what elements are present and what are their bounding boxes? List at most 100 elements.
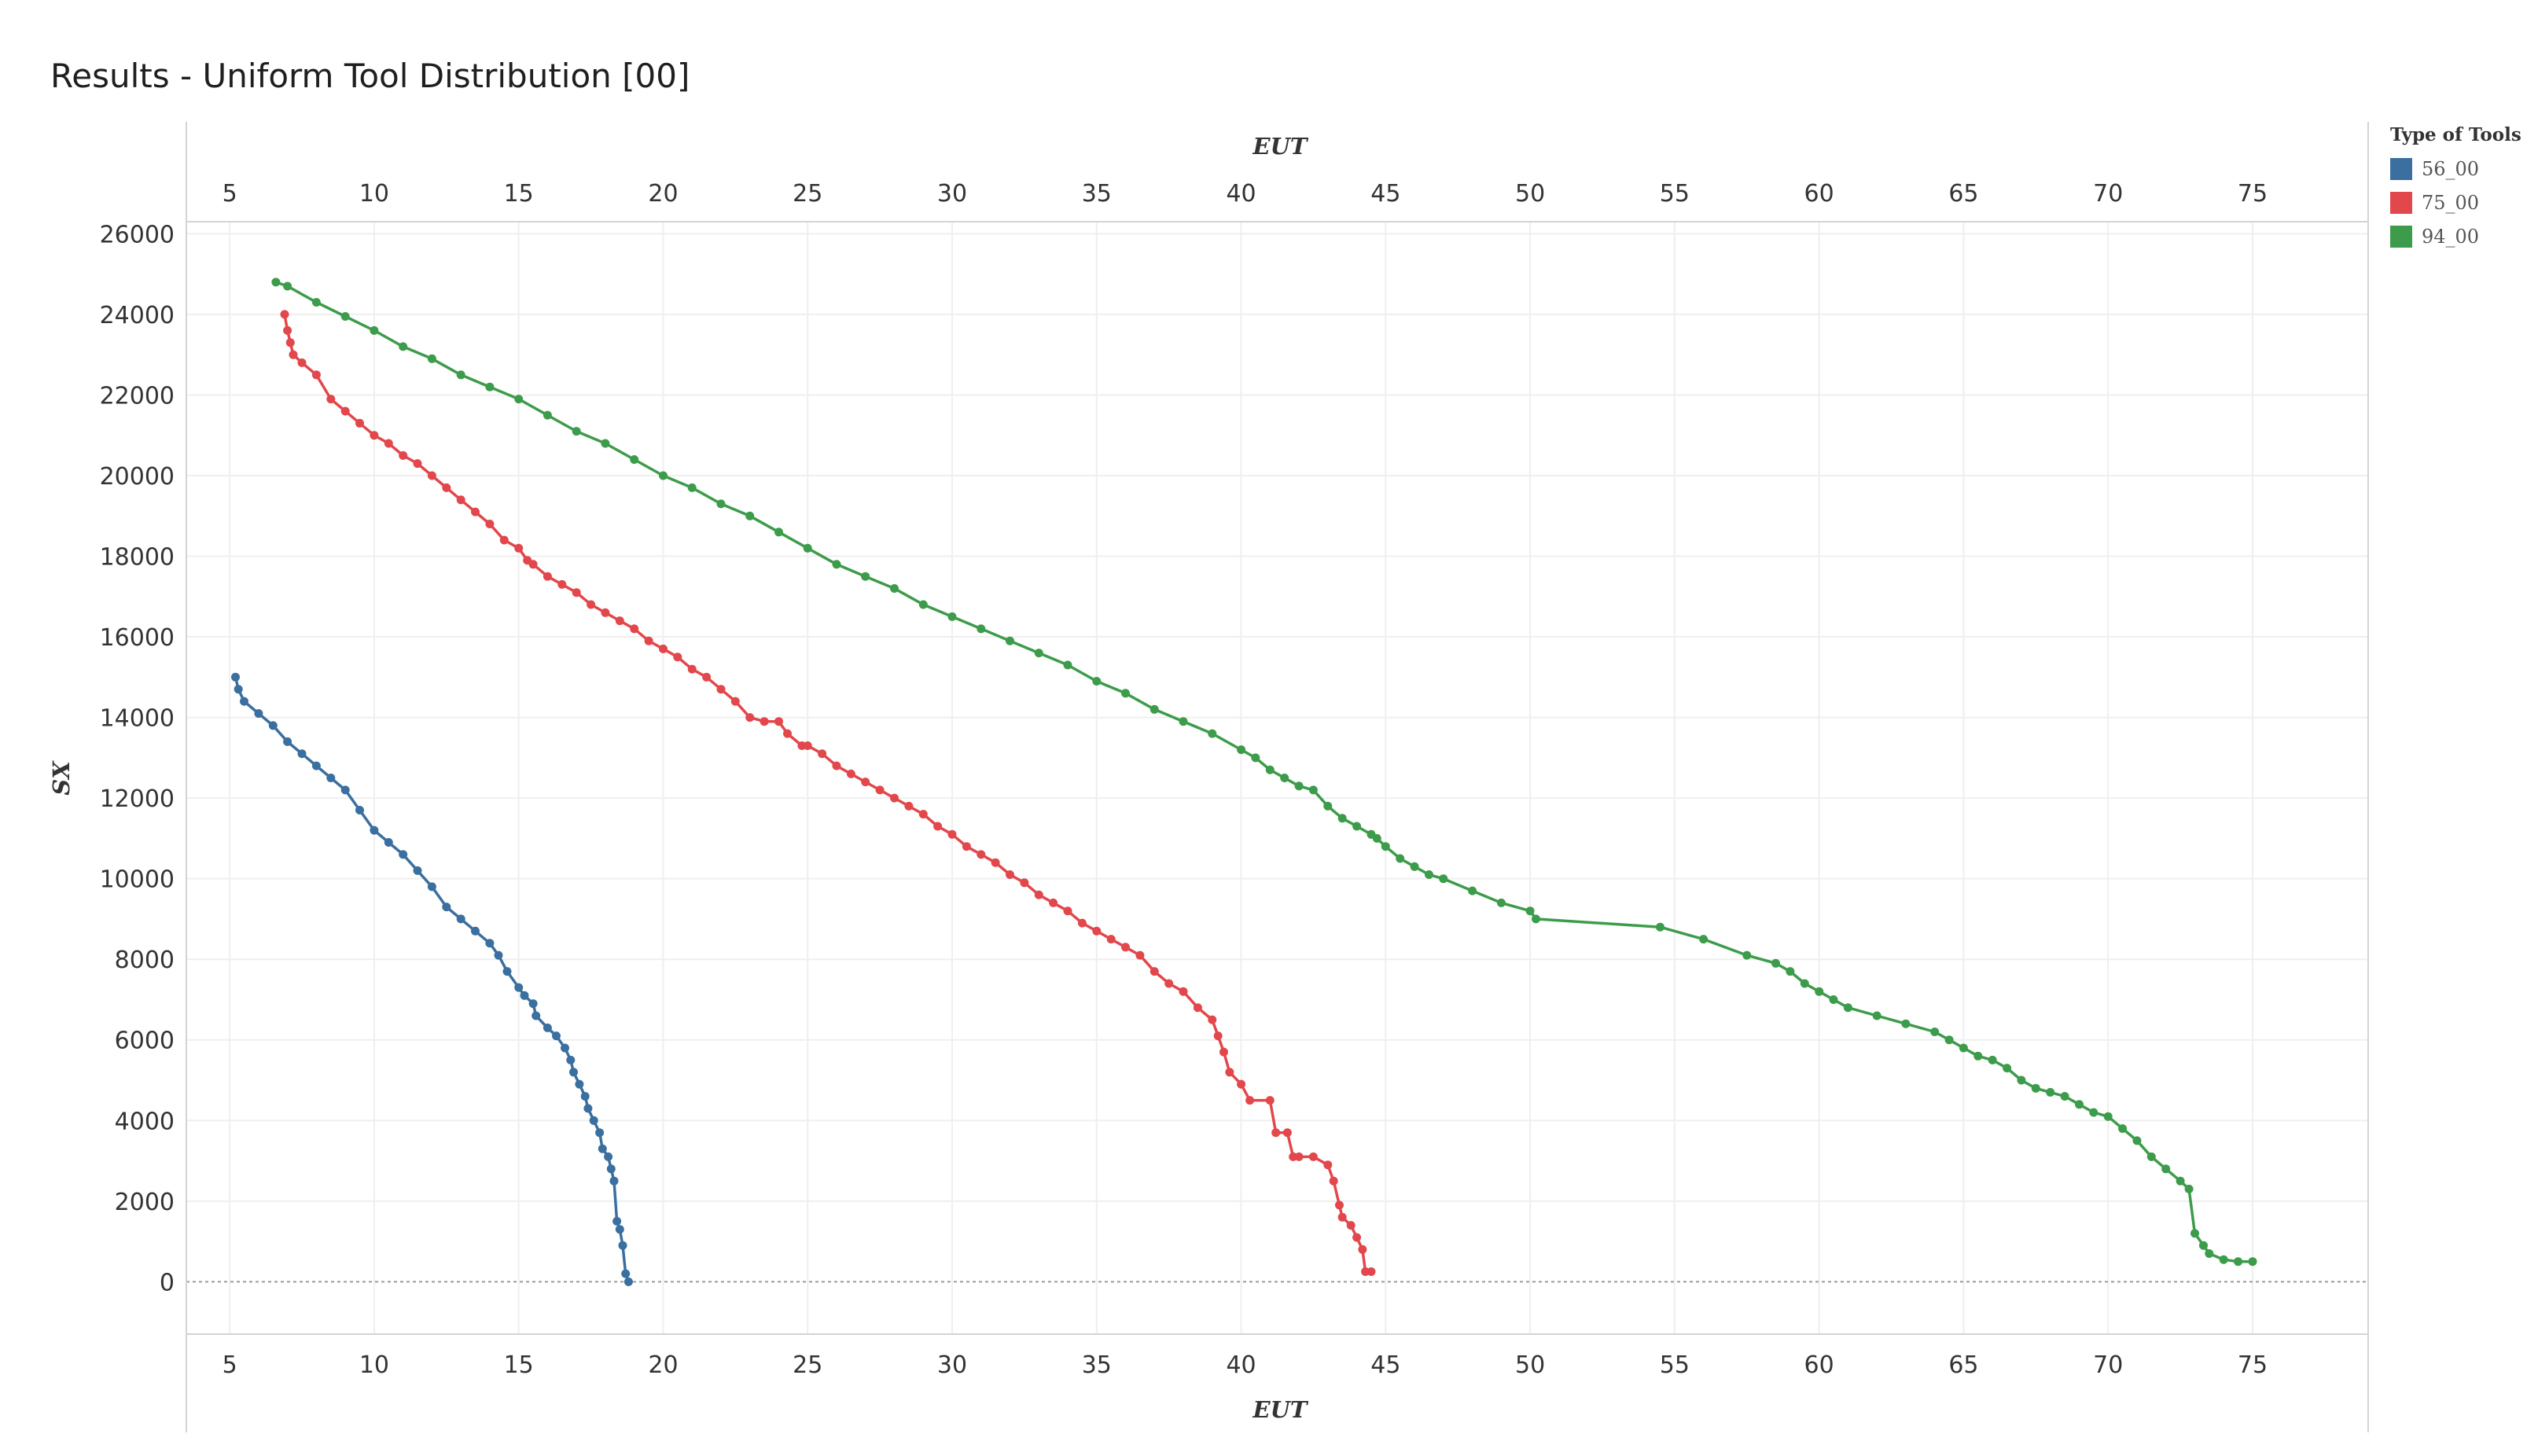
data-point [1208,1015,1217,1024]
data-point [601,439,610,448]
data-point [861,572,870,581]
data-point [1049,898,1058,907]
data-point [861,778,870,787]
legend-item-75-00[interactable]: 75_00 [2390,186,2521,219]
data-point [456,495,465,505]
data-point [572,427,581,436]
grid [186,222,2368,1334]
data-point [485,382,495,392]
data-point [1959,1043,1968,1053]
data-point [2190,1229,2199,1238]
x-tick-label-top: 5 [223,180,237,208]
data-point [2118,1124,2128,1133]
series-line [275,281,2253,1263]
data-point [2184,1184,2194,1193]
data-point [1352,822,1362,831]
data-point [557,579,567,589]
data-point [1352,1233,1362,1242]
data-point [2046,1087,2055,1097]
series-line [234,676,631,1282]
data-point [1063,660,1072,670]
data-point [1872,1011,1881,1020]
data-point [514,983,524,992]
x-tick-label-top: 75 [2238,180,2268,208]
x-axis-bottom: 5 10 15 20 25 30 35 40 45 50 55 60 65 70 75 [223,1351,2268,1379]
x-tick-label-bottom: 70 [2093,1351,2123,1379]
data-point [543,1023,552,1032]
data-point [297,358,307,367]
data-point [1219,1047,1228,1057]
x-axis-top: 5 10 15 20 25 30 35 40 45 50 55 60 65 70 75 [223,180,2268,208]
x-tick-label-bottom: 15 [504,1351,534,1379]
legend-item-56-00[interactable]: 56_00 [2390,152,2521,186]
y-tick-label: 8000 [115,947,175,974]
legend-title: Type of Tools [2390,124,2521,145]
data-point [2089,1108,2098,1117]
y-tick-label: 26000 [100,221,175,248]
data-point [589,1116,598,1125]
x-tick-label-top: 70 [2093,180,2123,208]
data-point [1656,922,1664,932]
data-point [760,717,769,726]
data-point [543,410,552,420]
data-point [1358,1245,1367,1254]
data-point [326,395,336,404]
x-tick-label-bottom: 50 [1515,1351,1545,1379]
data-point [1396,854,1405,863]
data-point [283,281,292,291]
data-point [623,1277,633,1286]
series-56-00 [231,672,633,1286]
data-point [933,822,943,831]
data-point [580,1092,590,1101]
data-point [918,600,928,609]
series-layer [231,278,2257,1286]
data-point [1294,1152,1304,1161]
data-point [1366,1267,1376,1276]
data-point [1208,729,1217,738]
data-point [2075,1100,2084,1109]
data-point [1193,1003,1202,1013]
data-point [528,560,538,569]
data-point [702,672,712,682]
data-point [977,850,986,859]
data-point [231,672,240,682]
data-point [355,418,364,428]
data-point [1843,1003,1852,1013]
data-point [311,370,321,380]
data-point [673,653,682,662]
data-point [1901,1019,1911,1028]
legend-item-94-00[interactable]: 94_00 [2390,219,2521,253]
data-point [326,774,336,782]
data-point [1121,689,1130,698]
data-point [552,1031,561,1041]
y-tick-label: 6000 [115,1028,175,1055]
data-point [1237,1079,1246,1089]
y-tick-label: 24000 [100,302,175,329]
data-point [621,1269,631,1278]
data-point [2060,1092,2069,1101]
data-point [832,761,841,770]
data-point [311,761,321,770]
data-point [1149,967,1159,976]
y-tick-label: 18000 [100,544,175,572]
y-tick-label: 20000 [100,463,175,491]
y-axis: 2600024000220002000018000160001400012000… [100,221,175,1296]
data-point [1771,958,1780,968]
data-point [427,471,436,480]
data-point [532,1011,541,1020]
data-point [543,572,552,581]
data-point [1251,753,1260,763]
legend-swatch [2390,157,2412,180]
data-point [1800,979,1809,988]
data-point [947,829,957,839]
data-point [803,543,812,553]
data-point [340,312,350,321]
data-point [774,717,783,726]
data-point [2103,1112,2113,1121]
data-point [285,338,295,347]
x-tick-label-bottom: 65 [1948,1351,1978,1379]
data-point [1742,950,1752,960]
data-point [1786,967,1795,976]
x-tick-label-top: 30 [937,180,967,208]
